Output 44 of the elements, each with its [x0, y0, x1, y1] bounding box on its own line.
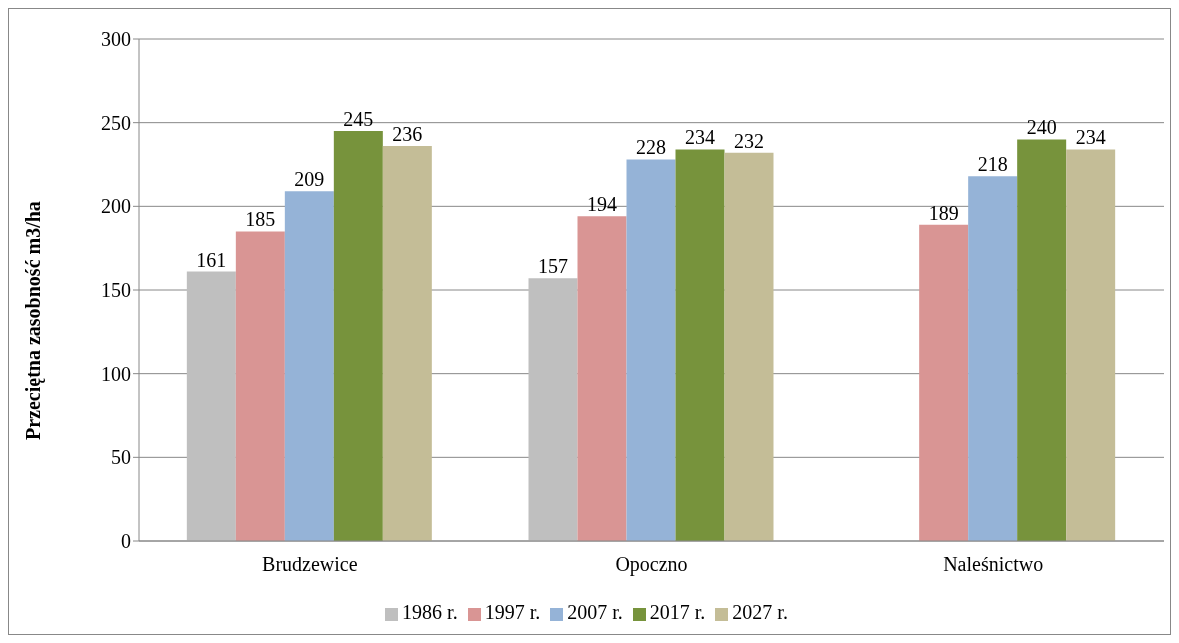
legend-label: 1986 r. — [402, 601, 458, 623]
bar — [919, 224, 969, 541]
data-label: 185 — [245, 208, 276, 231]
bar — [577, 216, 627, 541]
bar — [333, 131, 383, 541]
data-label: 194 — [587, 193, 617, 216]
data-label: 209 — [294, 168, 325, 191]
data-label: 157 — [538, 255, 568, 278]
legend-label: 1997 r. — [484, 601, 541, 623]
data-label: 228 — [636, 136, 666, 159]
data-label: 245 — [343, 108, 374, 131]
data-label: 232 — [734, 129, 764, 152]
y-tick-label: 200 — [101, 195, 131, 218]
y-axis-title: Przeciętna zasobność m3/ha — [22, 201, 46, 440]
bar — [235, 231, 285, 541]
legend-label: 2017 r. — [649, 601, 706, 623]
y-tick-label: 150 — [101, 279, 131, 302]
y-tick-label: 300 — [101, 28, 131, 51]
data-label: 218 — [977, 153, 1008, 176]
bar — [528, 278, 578, 541]
legend-label: 2027 r. — [732, 601, 788, 623]
bar — [626, 159, 676, 541]
x-tick-label: Opoczno — [615, 553, 688, 577]
data-label: 161 — [196, 248, 227, 271]
bar — [968, 176, 1018, 541]
data-label: 240 — [1026, 116, 1057, 139]
y-tick-label: 100 — [101, 362, 131, 385]
data-label: 189 — [928, 201, 959, 224]
bar — [1066, 149, 1116, 541]
bar — [284, 191, 334, 541]
bar — [724, 152, 774, 541]
data-label: 234 — [1075, 126, 1106, 149]
x-tick-label: Naleśnictwo — [943, 553, 1044, 576]
bar — [675, 149, 725, 541]
y-tick-label: 0 — [121, 530, 131, 553]
data-label: 236 — [392, 123, 423, 146]
bar — [382, 146, 432, 541]
bar — [1017, 139, 1067, 541]
x-tick-label: Brudzewice — [262, 553, 358, 576]
legend-label: 2007 r. — [567, 601, 623, 623]
data-label: 234 — [685, 126, 715, 149]
y-tick-label: 250 — [101, 111, 131, 134]
y-tick-label: 50 — [111, 446, 131, 469]
bar — [186, 271, 236, 541]
